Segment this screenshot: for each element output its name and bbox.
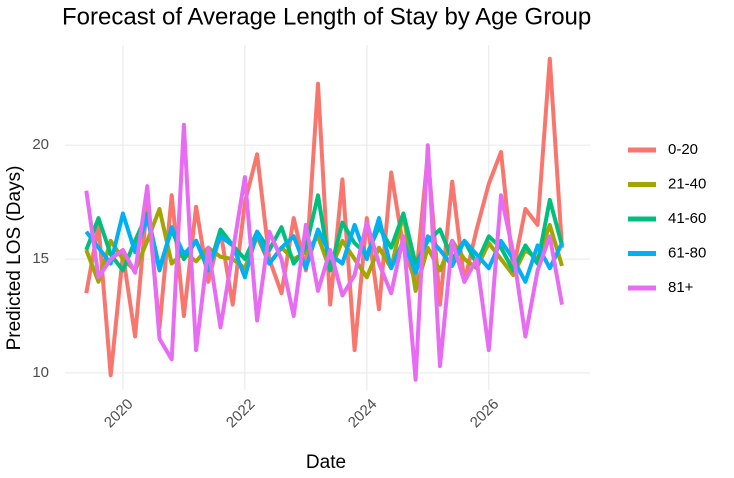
y-tick-label: 10 (32, 364, 49, 381)
legend-label: 61-80 (668, 244, 706, 261)
series-line (84, 207, 564, 293)
legend-label: 0-20 (668, 141, 698, 158)
series-line (84, 122, 564, 382)
x-tick-label: 2022 (223, 396, 259, 432)
y-tick-label: 20 (32, 136, 49, 153)
x-axis-label: Date (306, 452, 346, 473)
legend-label: 21-40 (668, 175, 706, 192)
x-tick-label: 2020 (101, 396, 137, 432)
chart-title: Forecast of Average Length of Stay by Ag… (62, 3, 591, 30)
x-tick-label: 2026 (467, 396, 503, 432)
legend-label: 81+ (668, 279, 694, 296)
series-line (84, 56, 564, 378)
x-tick-label: 2024 (345, 396, 381, 432)
lines (84, 56, 564, 382)
y-tick-label: 15 (32, 250, 49, 267)
legend-label: 41-60 (668, 210, 706, 227)
series-line (84, 211, 564, 284)
y-axis-label: Predicted LOS (Days) (4, 166, 25, 351)
legend: 0-20 21-40 41-60 61-80 81+ (628, 141, 706, 296)
